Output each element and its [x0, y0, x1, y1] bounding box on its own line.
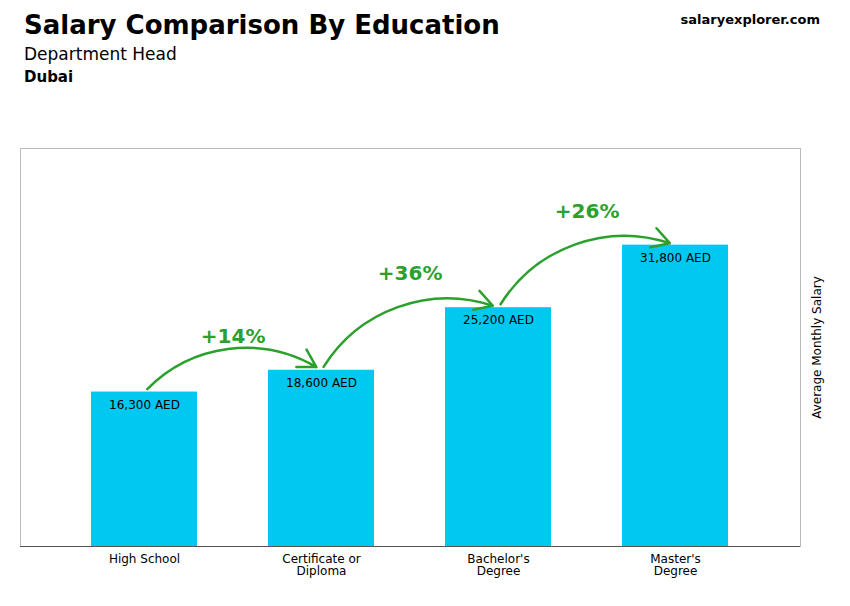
svg-text:+14%: +14% [201, 324, 266, 348]
svg-text:Master'sDegree: Master'sDegree [650, 552, 701, 578]
svg-text:+36%: +36% [378, 261, 443, 285]
svg-text:High School: High School [109, 552, 180, 566]
html-text:Salary Comparison By Education: Salary Comparison By Education [24, 10, 500, 40]
svg-text:Average Monthly Salary: Average Monthly Salary [810, 276, 824, 419]
html-text:Dubai: Dubai [24, 68, 74, 86]
svg-text:Bachelor'sDegree: Bachelor'sDegree [467, 552, 529, 578]
svg-text:+26%: +26% [555, 199, 620, 223]
svg-text:31,800 AED: 31,800 AED [640, 251, 711, 265]
svg-text:Certificate orDiploma: Certificate orDiploma [282, 552, 360, 578]
svg-text:16,300 AED: 16,300 AED [109, 398, 180, 412]
html-text:Department Head: Department Head [24, 44, 177, 64]
svg-text:18,600 AED: 18,600 AED [286, 376, 357, 390]
html-text:salaryexplorer.com: salaryexplorer.com [680, 12, 820, 27]
svg-text:25,200 AED: 25,200 AED [463, 313, 534, 327]
